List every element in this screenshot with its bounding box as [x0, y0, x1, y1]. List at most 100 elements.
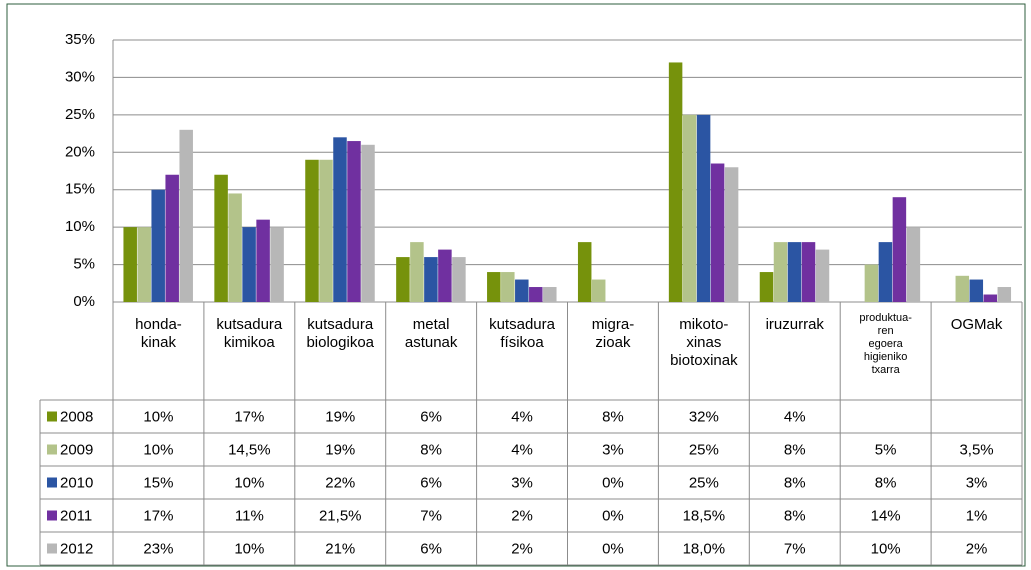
- table-value: 18,5%: [683, 507, 726, 524]
- bar: [228, 193, 242, 302]
- table-value: 10%: [234, 474, 264, 491]
- bar: [137, 227, 151, 302]
- legend-swatch: [47, 444, 57, 455]
- bar: [438, 249, 452, 302]
- bar: [151, 189, 165, 302]
- bar: [682, 114, 697, 302]
- category-label: iruzurrak: [765, 316, 824, 333]
- bar: [305, 159, 319, 302]
- bar: [710, 163, 725, 302]
- bar: [529, 287, 543, 302]
- bar: [997, 287, 1012, 302]
- table-value: 7%: [420, 507, 442, 524]
- bar: [270, 227, 284, 302]
- bar: [773, 242, 788, 302]
- table-value: 8%: [602, 408, 624, 425]
- bar: [179, 129, 193, 302]
- bar: [577, 242, 592, 302]
- table-value: 21%: [325, 540, 355, 557]
- bar: [591, 279, 606, 302]
- bar: [452, 257, 466, 302]
- table-value: 19%: [325, 408, 355, 425]
- bar: [424, 257, 438, 302]
- category-label: metal astunak: [404, 316, 458, 351]
- table-value: 14,5%: [228, 441, 271, 458]
- y-tick-label: 20%: [65, 143, 95, 160]
- table-value: 1%: [966, 507, 988, 524]
- table-value: 10%: [143, 441, 173, 458]
- legend-swatch: [47, 510, 57, 521]
- bar: [319, 159, 333, 302]
- bar: [892, 197, 907, 302]
- bar: [165, 174, 179, 302]
- table-value: 2%: [511, 507, 533, 524]
- y-tick-label: 25%: [65, 106, 95, 123]
- table-value: 8%: [784, 507, 806, 524]
- category-label: mikoto- xinas biotoxinak: [670, 316, 738, 369]
- table-value: 2%: [511, 540, 533, 557]
- bar: [696, 114, 711, 302]
- legend-label: 2009: [60, 441, 93, 458]
- bar: [787, 242, 802, 302]
- bar: [347, 141, 361, 302]
- bar: [759, 272, 774, 302]
- legend-swatch: [47, 477, 57, 488]
- table-value: 25%: [689, 441, 719, 458]
- bar: [396, 257, 410, 302]
- bar: [123, 227, 137, 302]
- table-value: 0%: [602, 474, 624, 491]
- table-value: 10%: [143, 408, 173, 425]
- bar: [969, 279, 984, 302]
- table-value: 10%: [234, 540, 264, 557]
- bar: [487, 272, 501, 302]
- bar: [906, 227, 921, 302]
- table-value: 4%: [784, 408, 806, 425]
- y-tick-label: 0%: [73, 293, 95, 310]
- legend-label: 2010: [60, 474, 93, 491]
- bar: [878, 242, 893, 302]
- table-value: 10%: [871, 540, 901, 557]
- table-value: 2%: [966, 540, 988, 557]
- category-label: OGMak: [950, 316, 1003, 333]
- table-value: 8%: [875, 474, 897, 491]
- table-value: 5%: [875, 441, 897, 458]
- bar: [864, 264, 879, 302]
- bar: [333, 137, 347, 302]
- table-value: 0%: [602, 540, 624, 557]
- table-value: 8%: [420, 441, 442, 458]
- bar: [501, 272, 515, 302]
- category-label: kutsadura biologikoa: [306, 316, 375, 351]
- legend-swatch: [47, 411, 57, 422]
- y-tick-label: 30%: [65, 68, 95, 85]
- table-value: 32%: [689, 408, 719, 425]
- table-value: 3%: [602, 441, 624, 458]
- category-label: kutsadura físikoa: [489, 316, 555, 351]
- table-value: 21,5%: [319, 507, 362, 524]
- table-value: 4%: [511, 408, 533, 425]
- table-value: 23%: [143, 540, 173, 557]
- category-label: produktua- ren egoera higieniko txarra: [859, 312, 912, 376]
- bar: [543, 287, 557, 302]
- table-value: 6%: [420, 540, 442, 557]
- bar: [724, 167, 739, 302]
- y-tick-label: 35%: [65, 31, 95, 48]
- table-value: 25%: [689, 474, 719, 491]
- bar: [361, 144, 375, 302]
- table-value: 4%: [511, 441, 533, 458]
- y-tick-label: 10%: [65, 218, 95, 235]
- table-value: 6%: [420, 408, 442, 425]
- legend-label: 2011: [60, 507, 92, 524]
- table-value: 0%: [602, 507, 624, 524]
- category-label: migra- zioak: [591, 316, 635, 351]
- legend-label: 2008: [60, 408, 93, 425]
- category-label: kutsadura kimikoa: [216, 316, 283, 351]
- table-value: 7%: [784, 540, 806, 557]
- table-value: 8%: [784, 474, 806, 491]
- y-tick-label: 5%: [73, 256, 95, 273]
- table-value: 8%: [784, 441, 806, 458]
- bar: [815, 249, 830, 302]
- table-value: 3%: [511, 474, 533, 491]
- table-value: 11%: [235, 507, 264, 524]
